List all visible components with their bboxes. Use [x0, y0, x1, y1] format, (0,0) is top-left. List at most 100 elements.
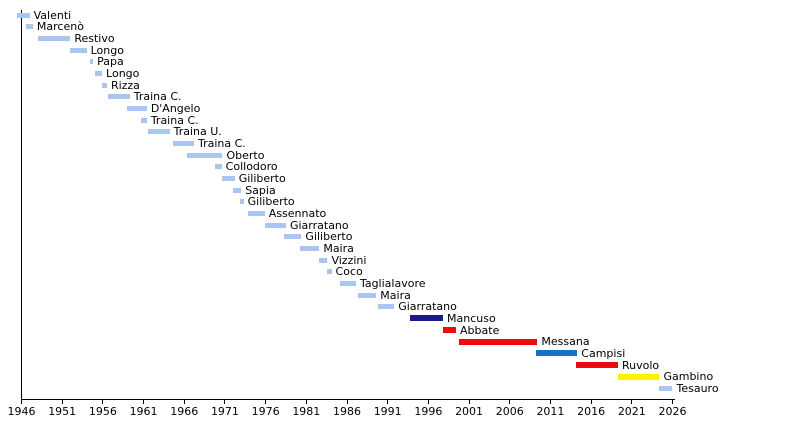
x-axis-tick [387, 399, 389, 404]
timeline-bar-label: Traina C. [198, 136, 246, 150]
timeline-bar-label: Traina C. [150, 113, 199, 127]
timeline-bar [357, 292, 377, 298]
timeline-bar [26, 24, 33, 30]
timeline-bar-label: Tesauro [676, 381, 719, 395]
timeline-bar-label: Restivo [74, 31, 115, 45]
timeline-bar-label: Vizzini [331, 253, 367, 267]
timeline-bar-label: Collodoro [225, 160, 278, 174]
timeline-bar [107, 94, 130, 100]
x-axis-tick [590, 399, 592, 404]
x-axis-tick [509, 399, 511, 404]
timeline-bar [127, 105, 147, 111]
timeline-bar [239, 199, 244, 205]
timeline-bar [459, 338, 538, 345]
x-axis-tick-label: 1976 [251, 405, 280, 418]
timeline-bar [37, 35, 71, 41]
x-axis-tick-label: 2026 [658, 405, 687, 418]
timeline-bar [284, 234, 302, 240]
timeline-bar-label: Sapia [245, 183, 276, 197]
timeline-bar-label: Messana [541, 335, 590, 349]
timeline-bar [339, 280, 356, 286]
x-axis-tick [305, 399, 307, 404]
x-axis-tick-label: 1951 [48, 405, 77, 418]
timeline-bar [141, 117, 147, 123]
timeline-bar [535, 350, 578, 357]
x-axis-tick [631, 399, 633, 404]
timeline-bar-label: Valenti [33, 8, 72, 22]
x-axis-tick [468, 399, 470, 404]
timeline-bar [17, 12, 30, 18]
x-axis-tick-label: 1991 [373, 405, 402, 418]
timeline-bar-label: Giliberto [305, 230, 353, 244]
x-axis-tick [427, 399, 429, 404]
x-axis-line [21, 399, 675, 400]
timeline-bar-label: Abbate [460, 323, 500, 337]
timeline-bar [222, 175, 235, 181]
timeline-bar-label: Longo [90, 43, 124, 57]
x-axis-tick-label: 1971 [210, 405, 239, 418]
x-axis-tick-label: 1961 [129, 405, 158, 418]
timeline-bar-label: Maira [380, 288, 411, 302]
x-axis-tick-label: 1981 [292, 405, 321, 418]
timeline-bar [575, 362, 618, 369]
x-axis-tick [346, 399, 348, 404]
x-axis-tick [102, 399, 104, 404]
timeline-bar [215, 164, 222, 170]
x-axis-tick-label: 2001 [455, 405, 484, 418]
x-axis-tick [672, 399, 673, 404]
x-axis-tick [549, 399, 551, 404]
timeline-bar-label: Papa [97, 55, 124, 69]
timeline-bar [659, 385, 673, 391]
x-axis-tick-label: 2016 [577, 405, 606, 418]
timeline-bar [233, 187, 242, 193]
timeline-bar [617, 373, 660, 380]
x-axis-tick [224, 399, 226, 404]
timeline-bar-label: Taglialavore [359, 276, 426, 290]
timeline-bar-label: Longo [106, 66, 140, 80]
x-axis-tick [21, 399, 22, 404]
timeline-bar [102, 82, 107, 88]
x-axis-tick-label: 1956 [88, 405, 117, 418]
timeline-bar [327, 269, 332, 275]
timeline-bar [70, 47, 87, 53]
timeline-bar-label: Ruvolo [621, 358, 660, 372]
x-axis-tick [61, 399, 63, 404]
timeline-bar [299, 245, 320, 251]
timeline-bar [443, 327, 457, 334]
x-axis-tick-label: 2011 [536, 405, 565, 418]
timeline-bar-label: Giliberto [247, 195, 295, 209]
timeline-bar-label: Giarratano [289, 218, 349, 232]
timeline-bar [319, 257, 328, 263]
timeline-bar-label: Campisi [581, 346, 626, 360]
timeline-bar [264, 222, 286, 228]
y-axis-line [21, 10, 22, 399]
timeline-bar-label: Traina C. [133, 90, 182, 104]
timeline-bar-label: Traina U. [173, 125, 222, 139]
x-axis-tick-label: 1996 [414, 405, 443, 418]
timeline-bar-label: Rizza [110, 78, 140, 92]
timeline-bar [377, 304, 395, 310]
x-axis-tick-label: 1986 [333, 405, 361, 418]
timeline-bar-label: Assennato [268, 206, 327, 220]
timeline-bar-label: Coco [335, 265, 363, 279]
timeline-bar-label: Maira [323, 241, 354, 255]
timeline-bar-label: Mancuso [447, 311, 496, 325]
timeline-bar-label: Giarratano [398, 300, 457, 314]
timeline-bar-label: Marcenò [36, 20, 84, 34]
timeline-bar [186, 152, 223, 158]
timeline-bar-label: Gambino [663, 370, 714, 384]
timeline-bar [409, 315, 444, 322]
x-axis-tick [143, 399, 145, 404]
timeline-bar [172, 140, 194, 146]
x-axis-tick [183, 399, 185, 404]
x-axis-tick-label: 2006 [495, 405, 524, 418]
timeline-bar [94, 70, 103, 76]
timeline-bar-label: D'Angelo [150, 101, 201, 115]
x-axis-tick-label: 1946 [7, 405, 36, 418]
timeline-bar [147, 129, 170, 135]
timeline-bar [247, 210, 265, 216]
x-axis-tick-label: 2021 [617, 405, 646, 418]
timeline-bar [89, 59, 94, 65]
timeline-bar-label: Oberto [226, 148, 265, 162]
